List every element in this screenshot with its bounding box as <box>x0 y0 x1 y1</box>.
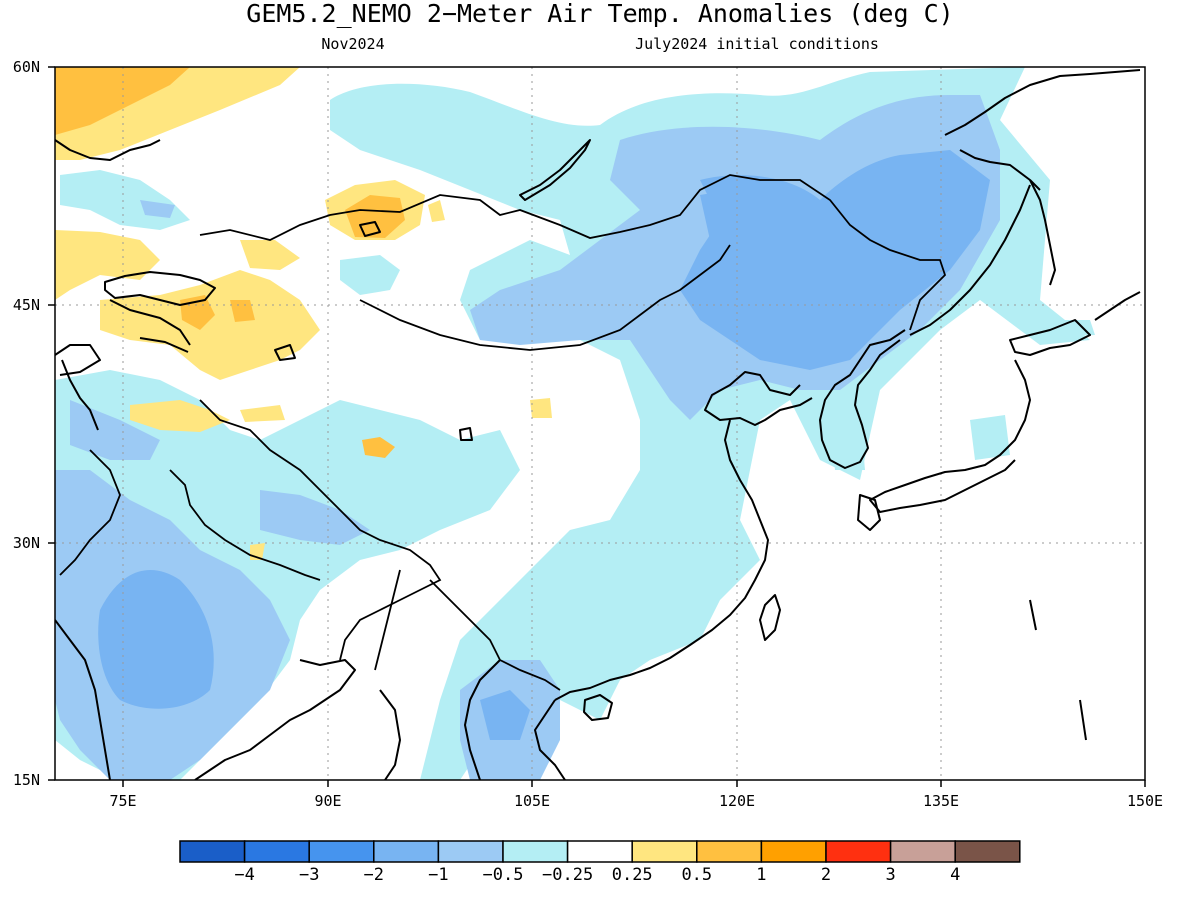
lat-tick-label: 15N <box>13 771 40 789</box>
legend-tick-label: −0.25 <box>542 865 593 885</box>
map-title: GEM5.2_NEMO 2−Meter Air Temp. Anomalies … <box>246 0 953 28</box>
forecast-month: Nov2024 <box>321 35 384 53</box>
legend-color-box <box>502 840 569 863</box>
legend-color-box <box>243 840 310 863</box>
legend-color-box <box>825 840 892 863</box>
color-legend: −4 −3 −2 −1 −0.5 −0.25 0.25 0.5 1 2 3 4 <box>179 840 1021 885</box>
legend-tick-label: −4 <box>234 865 254 885</box>
anomaly-shading-strong <box>98 150 990 740</box>
lat-tick-label: 45N <box>13 296 40 314</box>
lon-tick-label: 105E <box>514 792 550 810</box>
coastlines <box>55 69 1141 780</box>
legend-color-box <box>760 840 827 863</box>
legend-tick-label: 3 <box>885 865 895 885</box>
legend-color-box <box>696 840 763 863</box>
latitude-axis: 60N 45N 30N 15N <box>13 58 55 789</box>
legend-color-box <box>437 840 504 863</box>
legend-tick-label: −3 <box>299 865 319 885</box>
legend-tick-label: 2 <box>821 865 831 885</box>
lon-tick-label: 135E <box>923 792 959 810</box>
legend-color-box <box>308 840 375 863</box>
legend-color-box <box>889 840 956 863</box>
legend-tick-label: 4 <box>950 865 960 885</box>
lon-tick-label: 75E <box>109 792 136 810</box>
legend-color-box <box>179 840 246 863</box>
legend-tick-label: −2 <box>364 865 384 885</box>
legend-color-box <box>954 840 1021 863</box>
map-frame <box>54 66 1146 781</box>
longitude-axis: 75E 90E 105E 120E 135E 150E <box>109 780 1163 810</box>
initial-conditions: July2024 initial conditions <box>635 35 879 53</box>
legend-tick-label: −0.5 <box>483 865 524 885</box>
legend-tick-label: 0.25 <box>612 865 653 885</box>
lat-tick-label: 30N <box>13 534 40 552</box>
anomaly-field <box>55 67 1145 780</box>
country-borders <box>59 174 947 691</box>
lon-tick-label: 90E <box>314 792 341 810</box>
legend-tick-label: 1 <box>756 865 766 885</box>
lon-tick-label: 120E <box>719 792 755 810</box>
legend-color-box <box>631 840 698 863</box>
lat-tick-label: 60N <box>13 58 40 76</box>
legend-color-box <box>373 840 440 863</box>
legend-tick-label: −1 <box>428 865 448 885</box>
legend-tick-label: 0.5 <box>681 865 712 885</box>
legend-color-box <box>566 840 633 863</box>
lon-tick-label: 150E <box>1127 792 1163 810</box>
anomaly-shading-hot <box>55 67 405 458</box>
